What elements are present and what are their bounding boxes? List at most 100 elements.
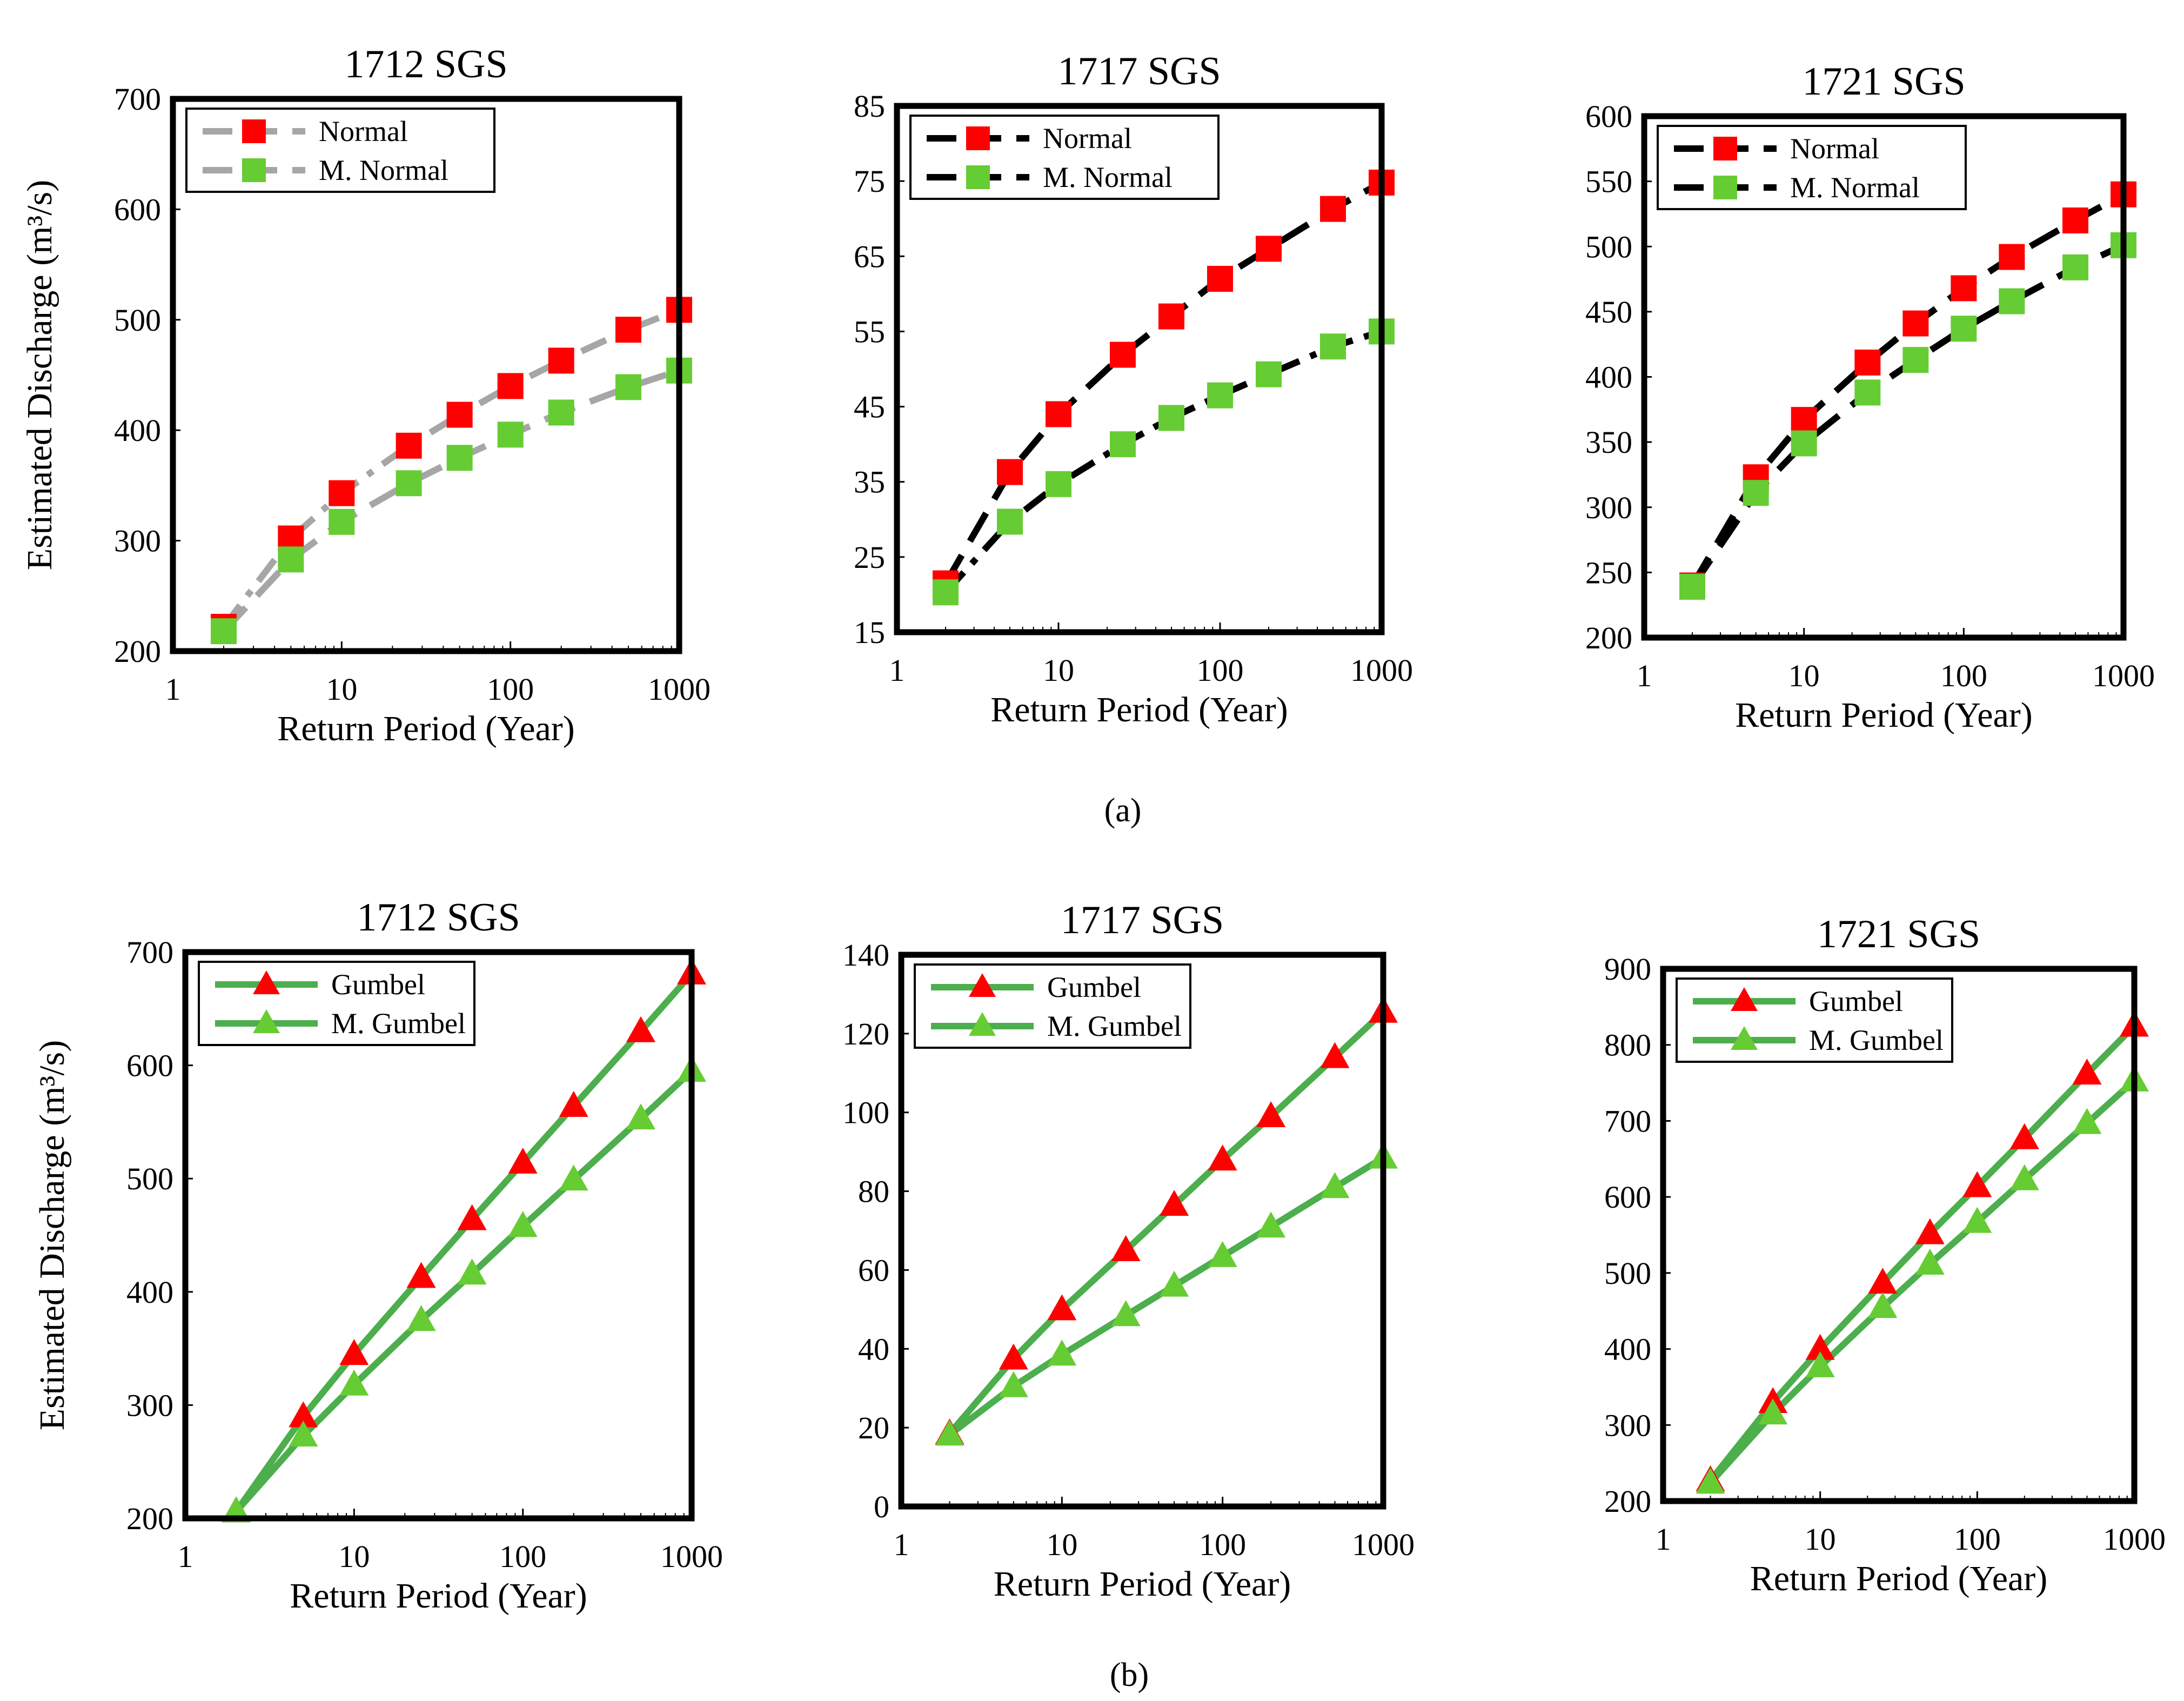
- data-point: [1111, 1300, 1141, 1327]
- x-tick-label: 100: [1954, 1522, 2001, 1557]
- y-axis-label: Estimated Discharge (m³/s): [32, 1040, 72, 1430]
- data-point: [1046, 401, 1071, 427]
- x-tick-label: 10: [338, 1539, 370, 1574]
- legend-label: Normal: [1043, 122, 1132, 155]
- data-point: [1902, 310, 1929, 337]
- data-point: [2009, 1164, 2039, 1190]
- data-point: [396, 470, 422, 497]
- y-tick-label: 80: [858, 1174, 889, 1209]
- y-tick-label: 500: [126, 1161, 173, 1196]
- data-point: [1256, 1101, 1286, 1128]
- data-point: [1208, 1241, 1237, 1267]
- data-point: [1319, 333, 1346, 360]
- y-tick-label: 25: [854, 540, 885, 575]
- y-tick-label: 450: [1585, 294, 1632, 330]
- legend-marker: [1713, 176, 1737, 199]
- y-tick-label: 0: [874, 1489, 889, 1524]
- y-tick-label: 400: [114, 413, 161, 448]
- x-axis-label: Return Period (Year): [1735, 695, 2033, 735]
- data-point: [1915, 1248, 1945, 1275]
- legend-marker: [1731, 1026, 1758, 1050]
- legend-label: M. Gumbel: [1047, 1010, 1182, 1042]
- data-point: [933, 579, 959, 606]
- data-point: [1111, 1235, 1141, 1261]
- data-point: [1854, 379, 1881, 406]
- y-tick-label: 300: [126, 1388, 173, 1423]
- y-tick-label: 700: [126, 935, 173, 970]
- x-tick-label: 10: [1805, 1522, 1836, 1557]
- y-tick-label: 600: [114, 192, 161, 227]
- y-tick-label: 900: [1604, 952, 1651, 987]
- y-tick-label: 400: [1604, 1332, 1651, 1367]
- chart-5: 1717 SGS 0 20 40 60 80 100 120 140 1 10 100 1000 Retu…: [842, 898, 1415, 1604]
- chart-title: 1712 SGS: [357, 895, 520, 940]
- x-axis-label: Return Period (Year): [1750, 1559, 2048, 1598]
- data-point: [999, 1371, 1028, 1397]
- y-tick-label: 600: [1604, 1180, 1651, 1215]
- y-tick-label: 20: [858, 1410, 889, 1445]
- legend-label: M. Gumbel: [331, 1007, 466, 1040]
- legend: Gumbel M. Gumbel: [914, 963, 1191, 1049]
- data-point: [1158, 303, 1184, 330]
- y-tick-label: 35: [854, 465, 885, 500]
- x-tick-label: 1: [889, 653, 905, 688]
- legend-marker: [966, 126, 990, 150]
- legend-marker: [242, 158, 266, 182]
- y-tick-label: 300: [1604, 1408, 1651, 1443]
- data-point: [1109, 431, 1136, 458]
- x-tick-label: 1000: [2092, 658, 2155, 693]
- data-point: [2062, 254, 2088, 280]
- legend-label: M. Normal: [1790, 171, 1920, 204]
- data-point: [559, 1091, 588, 1117]
- data-point: [1679, 573, 1706, 600]
- y-tick-label: 200: [126, 1501, 173, 1536]
- data-point: [329, 480, 355, 506]
- data-point: [1207, 382, 1233, 408]
- data-point: [446, 401, 473, 428]
- data-point: [615, 374, 641, 400]
- x-tick-label: 100: [1199, 1527, 1246, 1562]
- data-point: [935, 1419, 964, 1446]
- legend-label: M. Gumbel: [1809, 1024, 1944, 1056]
- data-point: [626, 1103, 655, 1130]
- x-tick-label: 10: [326, 672, 357, 707]
- chart-3: 1721 SGS 200 250 300 350 400 450 500 550 600 1 10 10…: [1585, 59, 2155, 735]
- x-tick-label: 1: [165, 672, 181, 707]
- y-tick-label: 40: [858, 1331, 889, 1367]
- y-tick-label: 250: [1585, 555, 1632, 590]
- y-tick-label: 100: [842, 1095, 889, 1130]
- legend-marker: [969, 973, 996, 997]
- data-point: [626, 1016, 655, 1042]
- data-point: [1160, 1270, 1189, 1297]
- data-point: [1758, 1398, 1788, 1425]
- legend-marker: [969, 1012, 996, 1036]
- data-point: [1743, 480, 1769, 506]
- data-point: [497, 373, 524, 399]
- legend-box: [1657, 125, 1967, 210]
- data-point: [2009, 1123, 2039, 1149]
- y-tick-label: 300: [114, 524, 161, 559]
- legend-label: Normal: [1790, 132, 1879, 165]
- data-point: [1868, 1292, 1898, 1318]
- y-tick-label: 75: [854, 164, 885, 199]
- y-tick-label: 60: [858, 1253, 889, 1288]
- data-point: [211, 618, 237, 645]
- x-tick-label: 1000: [660, 1539, 723, 1574]
- data-point: [289, 1420, 318, 1446]
- legend-label: Normal: [319, 115, 408, 148]
- data-point: [1256, 236, 1282, 262]
- y-tick-label: 65: [854, 239, 885, 274]
- plot-frame: [1641, 113, 2127, 641]
- y-tick-label: 55: [854, 314, 885, 349]
- x-tick-label: 1000: [2103, 1522, 2166, 1557]
- data-point: [1319, 196, 1346, 222]
- x-tick-label: 10: [1046, 1527, 1077, 1562]
- y-axis-label: Estimated Discharge (m³/s): [20, 180, 59, 570]
- y-tick-label: 500: [1585, 229, 1632, 264]
- series-line-2: [1690, 242, 2125, 589]
- x-axis-label: Return Period (Year): [290, 1576, 587, 1616]
- x-axis-label: Return Period (Year): [994, 1564, 1291, 1604]
- y-tick-label: 200: [114, 634, 161, 669]
- y-tick-label: 400: [126, 1275, 173, 1310]
